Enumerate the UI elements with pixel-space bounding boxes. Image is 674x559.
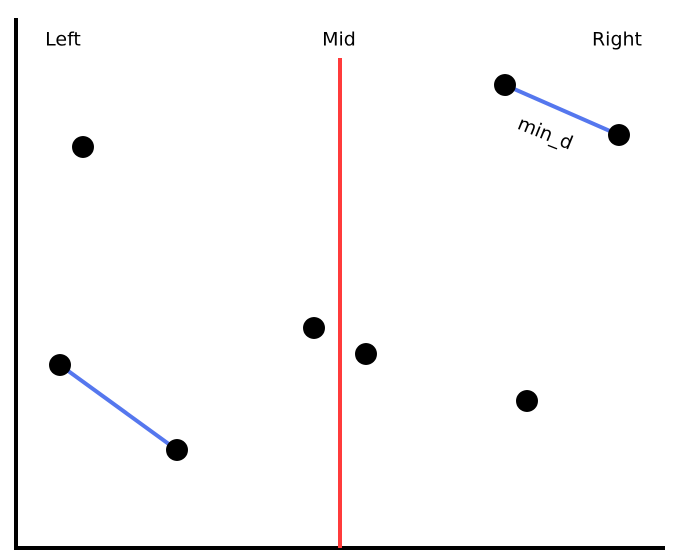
point xyxy=(494,74,516,96)
point xyxy=(49,354,71,376)
region-label: Mid xyxy=(322,29,356,51)
pair-line xyxy=(504,83,620,137)
point xyxy=(608,124,630,146)
point xyxy=(355,343,377,365)
point xyxy=(72,136,94,158)
point xyxy=(516,390,538,412)
region-label: Left xyxy=(45,29,81,51)
pair-line xyxy=(58,363,179,452)
point xyxy=(303,317,325,339)
region-label: Right xyxy=(592,29,642,51)
point xyxy=(166,439,188,461)
